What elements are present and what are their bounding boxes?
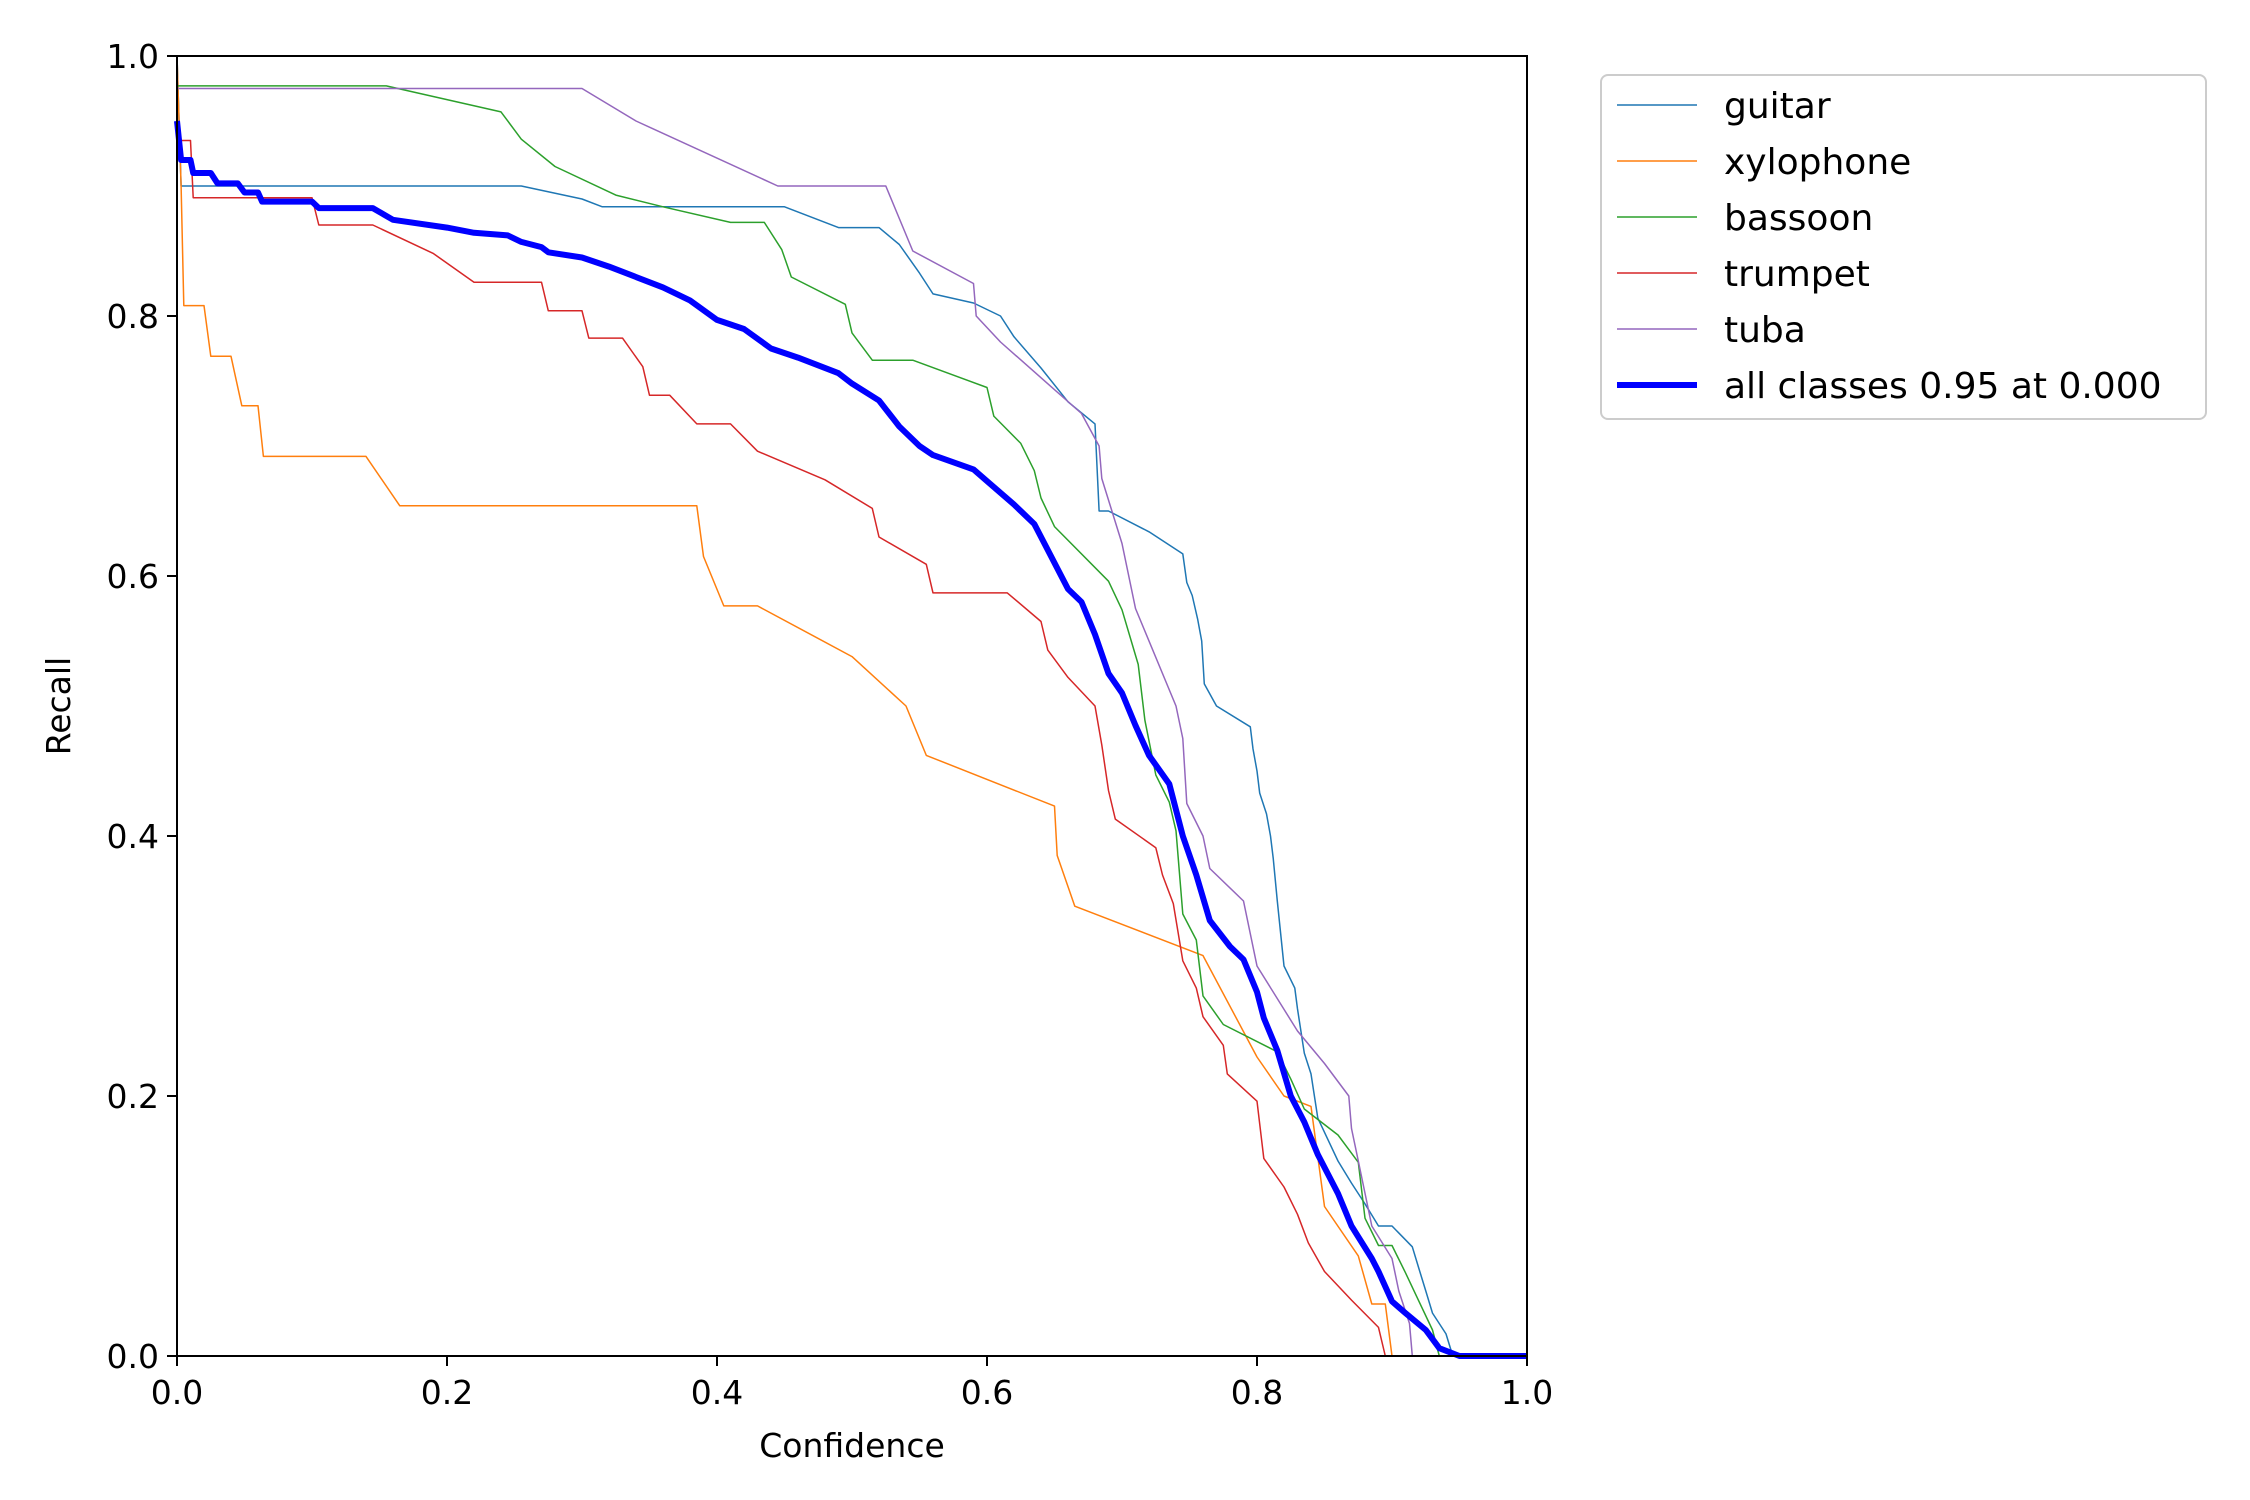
y-tick-label: 0.0 — [107, 1337, 159, 1376]
x-tick-label: 0.6 — [961, 1373, 1013, 1412]
series-line-3 — [177, 139, 1527, 1357]
y-tick-label: 0.4 — [107, 817, 159, 856]
x-axis-label: Confidence — [759, 1426, 945, 1465]
legend-label-1: xylophone — [1724, 142, 1911, 183]
x-tick-label: 1.0 — [1501, 1373, 1553, 1412]
legend-label-5: all classes 0.95 at 0.000 — [1724, 366, 2162, 407]
x-tick-label: 0.2 — [421, 1373, 473, 1412]
series-line-0 — [176, 55, 1527, 1357]
x-tick-label: 0.8 — [1231, 1373, 1283, 1412]
legend-label-2: bassoon — [1724, 198, 1873, 239]
legend-box — [1600, 74, 2207, 420]
x-tick-label: 0.0 — [151, 1373, 203, 1412]
legend-label-3: trumpet — [1724, 254, 1870, 295]
series-line-5 — [174, 120, 1527, 1359]
series-line-4 — [177, 87, 1527, 1357]
x-axis-ticks: 0.0 0.2 0.4 0.6 0.8 1.0 — [151, 1356, 1553, 1412]
series-lines — [174, 55, 1527, 1359]
y-axis-ticks: 0.0 0.2 0.4 0.6 0.8 1.0 — [107, 37, 177, 1376]
series-line-2 — [177, 85, 1527, 1357]
plot-area-frame — [176, 55, 1528, 1357]
x-tick-label: 0.4 — [691, 1373, 743, 1412]
legend-label-4: tuba — [1724, 310, 1806, 351]
y-axis-label: Recall — [39, 657, 78, 755]
y-tick-label: 1.0 — [107, 37, 159, 76]
legend-label-0: guitar — [1724, 86, 1831, 127]
y-tick-label: 0.6 — [107, 557, 159, 596]
legend-entries: guitar xylophone bassoon trumpet tuba all cla… — [1617, 86, 2162, 407]
y-tick-label: 0.8 — [107, 297, 159, 336]
series-line-1 — [176, 55, 1527, 1357]
legend: guitar xylophone bassoon trumpet tuba all cla… — [1600, 74, 2207, 420]
y-tick-label: 0.2 — [107, 1077, 159, 1116]
